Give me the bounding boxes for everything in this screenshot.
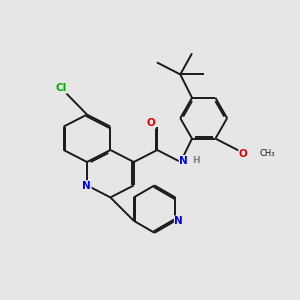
Text: Cl: Cl [56, 83, 67, 93]
Text: H: H [192, 156, 200, 165]
Text: CH₃: CH₃ [259, 149, 275, 158]
Text: N: N [179, 155, 188, 166]
Text: N: N [82, 181, 91, 191]
Text: O: O [147, 118, 156, 128]
Text: O: O [239, 148, 248, 159]
Text: N: N [174, 216, 183, 226]
